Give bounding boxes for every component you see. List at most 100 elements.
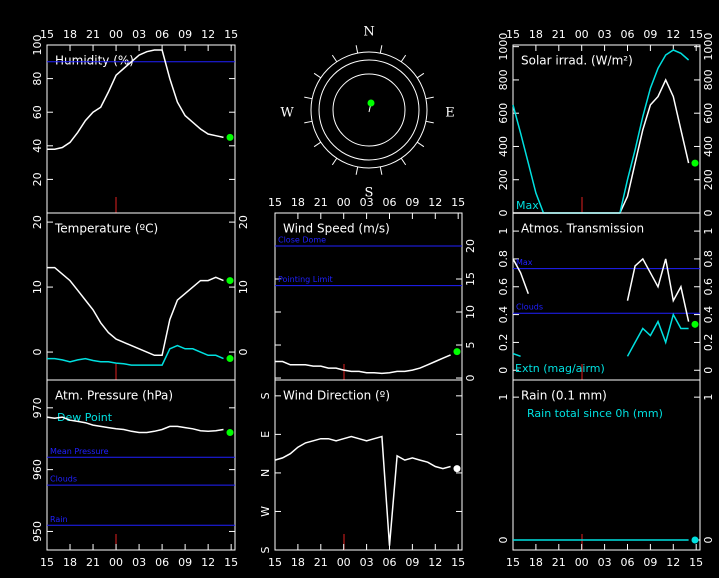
chart-title: Temperature (ºC) [54,222,158,236]
y-tick-label: 400 [702,136,715,157]
x-tick-label: 15 [451,196,465,209]
x-tick-label: 06 [620,556,634,569]
x-tick-label: 09 [178,556,192,569]
compass-w: W [280,106,294,121]
compass-tick [379,45,383,54]
x-tick-label: 00 [575,28,589,41]
wind-dot [367,99,375,107]
current-dot [691,159,699,167]
current-dot [226,133,234,141]
y-tick-label: S [259,392,272,399]
plot-frame [46,44,236,214]
y-tick-label: 800 [497,69,510,90]
threshold-label: Close Dome [278,236,326,245]
current-dot [226,429,234,437]
threshold-label: Max [516,258,533,267]
x-tick-label: 00 [109,28,123,41]
y-tick-label: 0.2 [702,334,715,352]
y-tick-label: 0 [702,367,715,374]
x-tick-label: 15 [268,196,282,209]
y-tick-label: 0.2 [497,334,510,352]
series-name: Rain total since 0h (mm) [527,407,663,420]
threshold-label: Mean Pressure [50,447,109,456]
y-tick-label: 15 [464,272,477,286]
y-tick-label: 10 [237,280,250,294]
x-tick-label: 15 [506,28,520,41]
compass-tick [355,45,359,54]
y-tick-label: 0 [464,375,477,382]
current-dot [453,465,461,473]
x-tick-label: 09 [405,196,419,209]
x-tick-label: 21 [552,28,566,41]
y-tick-label: 40 [31,139,44,153]
threshold-label: Clouds [516,303,543,312]
y-tick-label: 1 [702,394,715,401]
current-dot [226,277,234,285]
y-tick-label: 0.4 [702,306,715,324]
chart-title: Wind Direction (º) [283,389,390,403]
x-tick-label: 15 [506,556,520,569]
y-tick-label: 1 [702,228,715,235]
y-tick-label: 400 [497,136,510,157]
x-tick-label: 03 [598,28,612,41]
x-tick-label: 09 [178,28,192,41]
y-tick-label: 1 [497,228,510,235]
x-tick-label: 15 [224,556,238,569]
y-tick-label: 1000 [702,33,715,61]
y-tick-label: 0 [31,349,44,356]
compass-tick [331,54,338,63]
compass-ticks [304,45,434,175]
series-line [275,354,451,375]
threshold-label: Pointing Limit [278,275,333,284]
y-tick-label: 60 [31,105,44,119]
compass-tick [313,141,322,148]
plot-frame [274,379,463,551]
x-tick-label: 15 [689,28,703,41]
compass-tick [400,157,407,166]
y-tick-label: 20 [237,215,250,229]
y-tick-label: 0.8 [702,250,715,268]
x-tick-label: 18 [63,28,77,41]
series-line [46,416,224,434]
y-tick-label: 950 [31,521,44,542]
x-tick-label: 21 [86,556,100,569]
x-tick-label: 21 [314,196,328,209]
y-tick-label: 0 [702,537,715,544]
x-tick-label: 12 [428,556,442,569]
x-tick-label: 15 [451,556,465,569]
series-line [512,257,690,322]
y-tick-label: 600 [702,103,715,124]
y-tick-label: 200 [497,169,510,190]
y-tick-label: 970 [31,397,44,418]
compass-tick [313,72,322,79]
x-tick-label: 06 [382,556,396,569]
x-tick-label: 15 [268,556,282,569]
series-line [513,78,690,214]
x-tick-label: 12 [666,28,680,41]
y-tick-label: 600 [497,103,510,124]
x-tick-label: 21 [552,556,566,569]
series-line [47,344,224,366]
compass [304,45,434,175]
x-tick-label: 12 [666,556,680,569]
y-tick-label: 5 [464,342,477,349]
compass-ring [310,51,428,169]
series-name: Extn (mag/airm) [515,362,605,375]
chart-title: Atm. Pressure (hPa) [55,389,173,403]
y-tick-label: S [259,546,272,553]
x-tick-label: 12 [428,196,442,209]
y-tick-label: 0 [237,349,250,356]
series-line [512,49,690,214]
y-tick-label: 1 [497,394,510,401]
compass-tick [425,96,434,100]
compass-tick [416,141,425,148]
y-tick-label: 0 [702,210,715,217]
x-tick-label: 03 [132,556,146,569]
x-tick-label: 18 [63,556,77,569]
current-dot [691,536,699,544]
y-tick-label: 20 [31,172,44,186]
x-tick-label: 06 [620,28,634,41]
x-tick-label: 03 [360,556,374,569]
current-dot [691,320,699,328]
x-tick-label: 00 [337,556,351,569]
